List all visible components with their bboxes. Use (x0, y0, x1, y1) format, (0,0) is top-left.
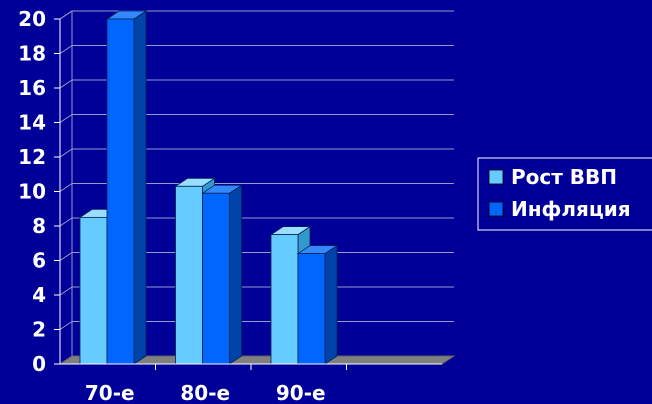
legend-label: Рост ВВП (511, 165, 617, 189)
y-tick-label: 16 (18, 76, 46, 100)
legend: Рост ВВП Инфляция (477, 157, 652, 231)
legend-label: Инфляция (511, 197, 631, 221)
x-tick-label: 90-е (276, 381, 326, 404)
gridline-wall (59, 148, 73, 158)
y-tick-label: 10 (18, 180, 46, 204)
bar (202, 192, 230, 365)
bar-side (133, 10, 147, 365)
y-tick-label: 12 (18, 145, 46, 169)
gridline-wall (59, 10, 73, 20)
y-tick-label: 4 (32, 283, 46, 307)
bar (79, 216, 108, 365)
legend-box (477, 157, 652, 231)
bars-layer (78, 10, 339, 365)
gridline-wall (59, 252, 73, 261)
gridline-wall (59, 183, 73, 192)
y-tick-label: 8 (32, 214, 46, 238)
gridline-wall (59, 45, 73, 54)
x-tick-label: 70-е (85, 381, 135, 404)
gridline-wall (59, 79, 73, 89)
legend-swatch (488, 201, 504, 217)
gridline-wall (59, 286, 73, 296)
bar (175, 185, 203, 365)
y-tick-label: 20 (18, 7, 46, 31)
x-tick-label: 80-е (180, 381, 230, 404)
y-tick-label: 14 (18, 111, 46, 135)
bar-side (324, 244, 338, 365)
gridline-wall (59, 217, 73, 227)
gridline-wall (59, 321, 73, 330)
y-tick-label: 18 (18, 42, 46, 66)
y-tick-label: 2 (32, 318, 46, 342)
gridline-wall (59, 114, 73, 123)
bar (106, 18, 135, 365)
bar (297, 253, 326, 365)
bar (270, 234, 299, 365)
bar-side (229, 184, 242, 365)
y-tick-label: 6 (32, 249, 46, 273)
y-tick-label: 0 (32, 352, 46, 376)
legend-swatch (488, 169, 504, 185)
axis-layer: 0 2 4 6 8 10 12 14 16 18 20 70-е 80-е 90-е (18, 7, 442, 404)
